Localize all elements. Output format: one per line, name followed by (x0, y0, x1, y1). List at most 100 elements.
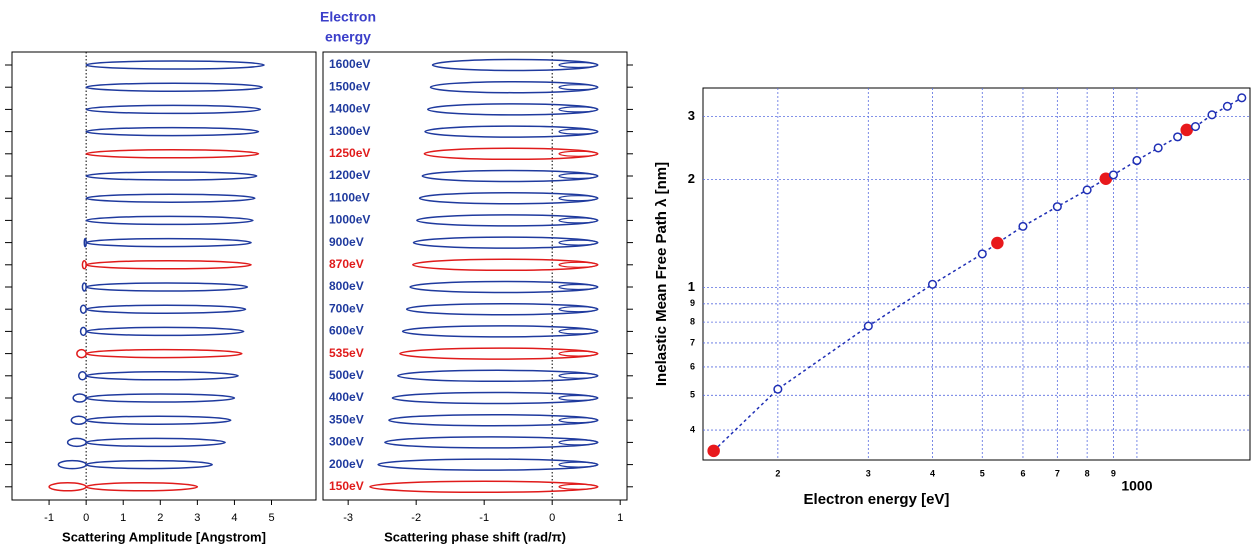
x-axis-label: Electron energy [eV] (804, 491, 950, 508)
amplitude-loop (85, 171, 258, 181)
amplitude-loop (85, 459, 213, 470)
x-tick-label: 7 (1055, 468, 1060, 478)
phase-subloop (558, 394, 599, 402)
y-tick-label: 1 (688, 279, 695, 294)
y-tick-label: 9 (690, 298, 695, 308)
amplitude-loop (85, 371, 239, 381)
amplitude-lobe (48, 482, 87, 492)
amplitude-loop (85, 437, 226, 448)
point (1132, 155, 1142, 166)
phase-subloop (558, 195, 599, 202)
phase-loop (384, 436, 599, 449)
phase-loop (423, 147, 599, 161)
phase-subloop (558, 128, 599, 135)
x-axis-label: Scattering phase shift (rad/π) (384, 529, 566, 544)
amplitude-loop (85, 82, 263, 92)
x-tick-label: -2 (411, 512, 421, 524)
amplitude-lobe (72, 393, 87, 403)
phase-subloop (558, 150, 599, 157)
phase-loop (431, 58, 599, 72)
amplitude-loop (85, 237, 252, 248)
x-tick-label: 9 (1111, 468, 1116, 478)
amplitude-loop (85, 393, 236, 403)
phase-loop (421, 169, 599, 183)
point (773, 384, 783, 394)
phase-subloop (558, 261, 599, 268)
phase-subloop (558, 417, 599, 424)
amplitude-frame (11, 51, 317, 501)
x-tick-label: -1 (479, 512, 489, 524)
highlight-point (707, 444, 720, 458)
amplitude-loop (85, 126, 260, 137)
x-tick-label: 5 (980, 468, 985, 478)
amplitude-loop (85, 326, 245, 337)
phase-subloop (558, 61, 599, 69)
energy-label: 700eV (329, 301, 364, 315)
x-tick-label: 8 (1085, 468, 1090, 478)
x-tick-label: 2 (775, 468, 780, 478)
amplitude-loop (85, 348, 243, 359)
energy-label: 900eV (329, 235, 364, 249)
energy-label: 870eV (329, 257, 364, 271)
phase-subloop (558, 283, 599, 291)
phase-subloop (558, 461, 599, 468)
energy-label: 1300eV (329, 124, 370, 138)
x-tick-label: 1 (617, 512, 623, 524)
phase-subloop (558, 239, 599, 246)
phase-loop (416, 214, 599, 227)
energy-label: 200eV (329, 457, 364, 471)
phase-loop (397, 369, 599, 383)
phase-loop (391, 391, 599, 405)
energy-header: energy (325, 29, 371, 45)
highlight-point (991, 236, 1004, 250)
amplitude-loop (85, 304, 247, 314)
energy-label: 600eV (329, 324, 364, 338)
phase-loop (399, 347, 599, 360)
x-tick-label: 0 (549, 512, 555, 524)
x-tick-label: 1000 (1121, 478, 1152, 494)
point (1052, 202, 1062, 212)
energy-label: 1600eV (329, 57, 370, 71)
x-tick-label: 6 (1020, 468, 1025, 478)
energy-label: 1000eV (329, 213, 370, 227)
y-tick-label: 7 (690, 337, 695, 347)
point (1018, 221, 1028, 231)
y-tick-label: 5 (690, 390, 695, 400)
y-tick-label: 2 (688, 171, 695, 186)
amplitude-lobe (70, 415, 87, 425)
phase-loop (388, 413, 599, 427)
x-tick-label: 3 (866, 468, 871, 478)
point (1190, 122, 1201, 132)
amplitude-loop (85, 60, 265, 70)
phase-loop (369, 480, 599, 494)
phase-subloop (558, 172, 599, 180)
x-tick-label: 0 (83, 512, 89, 524)
phase-loop (405, 302, 599, 316)
amplitude-lobe (66, 437, 87, 448)
amplitude-lobe (77, 371, 87, 381)
x-axis-label: Scattering Amplitude [Angstrom] (62, 529, 266, 544)
energy-label: 1250eV (329, 146, 370, 160)
phase-subloop (558, 217, 599, 224)
point (1153, 143, 1163, 153)
point (927, 279, 938, 289)
energy-label: 500eV (329, 368, 364, 382)
energy-header: Electron (320, 9, 376, 25)
highlight-point (1180, 123, 1193, 137)
energy-label: 1200eV (329, 168, 370, 182)
y-tick-label: 4 (690, 424, 695, 434)
imfp-line (713, 97, 1243, 452)
phase-subloop (558, 439, 599, 446)
amplitude-loop (85, 282, 249, 292)
amplitude-loop (85, 260, 252, 270)
energy-label: 1400eV (329, 102, 370, 116)
phase-subloop (558, 483, 599, 490)
point (977, 249, 987, 259)
point (1173, 132, 1183, 142)
point (1222, 101, 1232, 111)
amplitude-loop (85, 482, 199, 492)
phase-subloop (558, 372, 599, 379)
amplitude-lobe (76, 348, 87, 359)
energy-label: 400eV (329, 390, 364, 404)
